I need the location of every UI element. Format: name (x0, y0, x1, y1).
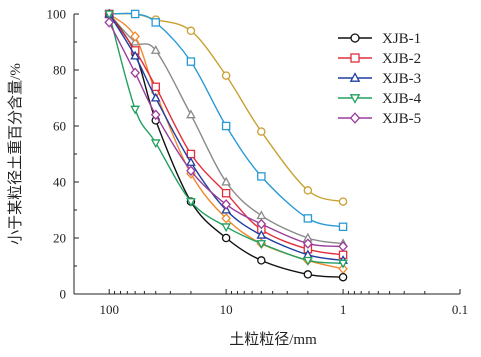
y-tick-label: 0 (60, 287, 67, 302)
data-point (256, 240, 267, 249)
y-axis-title: 小于某粒径土重百分含量/% (7, 63, 24, 245)
data-point (221, 176, 232, 186)
data-point (221, 233, 231, 243)
data-point (104, 17, 115, 28)
data-point (186, 57, 196, 66)
data-point (151, 82, 160, 92)
data-point (150, 45, 161, 54)
data-point (256, 210, 267, 220)
x-tick-label: 0.1 (452, 302, 468, 317)
y-tick-label: 100 (47, 7, 67, 22)
x-tick-label: 1 (340, 302, 347, 317)
data-point (302, 256, 313, 266)
data-point (186, 149, 196, 159)
y-tick-label: 60 (53, 119, 66, 134)
series-unlabeled-8 (104, 8, 348, 275)
x-tick-label: 100 (99, 302, 119, 317)
series-unlabeled-7 (104, 8, 348, 248)
data-point (186, 198, 196, 207)
data-point (303, 214, 313, 223)
data-point (257, 256, 266, 265)
series-xjb-3 (104, 8, 348, 264)
series-line (108, 22, 344, 248)
data-point (338, 272, 348, 282)
legend-label: XJB-1 (382, 31, 421, 47)
x-tick-label: 10 (220, 302, 233, 317)
data-point (221, 121, 231, 131)
data-point (150, 139, 161, 149)
data-point (303, 270, 313, 279)
legend-item: XJB-5 (338, 111, 421, 127)
data-point (150, 109, 161, 121)
data-point (257, 172, 266, 181)
data-point (303, 186, 313, 195)
legend-item: XJB-2 (338, 51, 421, 67)
data-point (303, 238, 313, 249)
data-point (338, 222, 348, 232)
data-point (130, 31, 140, 42)
series-xjb-4 (104, 10, 348, 269)
legend-item: XJB-4 (338, 91, 422, 107)
data-point (130, 9, 140, 19)
data-point (186, 109, 196, 119)
data-point (338, 197, 348, 206)
legend-label: XJB-3 (382, 71, 421, 87)
y-tick-label: 80 (53, 63, 66, 78)
data-point (221, 223, 232, 233)
data-point (186, 26, 196, 36)
series-line (108, 13, 344, 262)
data-point (150, 92, 161, 102)
legend-item: XJB-3 (338, 71, 421, 87)
legend-marker (350, 33, 360, 43)
series-line (109, 12, 344, 203)
data-point (221, 213, 231, 224)
data-point (130, 105, 141, 115)
data-point (256, 229, 267, 239)
data-point (338, 259, 348, 269)
y-tick-label: 40 (53, 175, 66, 190)
data-point (186, 157, 196, 166)
legend-item: XJB-1 (338, 31, 421, 47)
data-point (338, 241, 348, 252)
data-point (221, 199, 231, 210)
data-point (130, 67, 140, 79)
legend-marker (349, 94, 361, 104)
data-point (186, 165, 196, 177)
legend-marker (349, 112, 361, 124)
legend-marker (350, 53, 360, 63)
data-point (256, 218, 267, 230)
legend-label: XJB-2 (382, 51, 421, 67)
data-point (104, 10, 115, 20)
data-point (221, 71, 231, 80)
data-point (221, 188, 231, 198)
legend-label: XJB-5 (382, 111, 421, 127)
series-xjb-5 (104, 17, 348, 252)
series-unlabeled-5 (104, 9, 348, 206)
data-point (130, 50, 141, 60)
data-point (151, 18, 160, 27)
legend-label: XJB-4 (382, 91, 422, 107)
data-point (257, 127, 266, 136)
legend-marker (349, 72, 361, 82)
x-axis-title: 土粒粒径/mm (229, 331, 317, 348)
y-tick-label: 20 (53, 231, 66, 246)
